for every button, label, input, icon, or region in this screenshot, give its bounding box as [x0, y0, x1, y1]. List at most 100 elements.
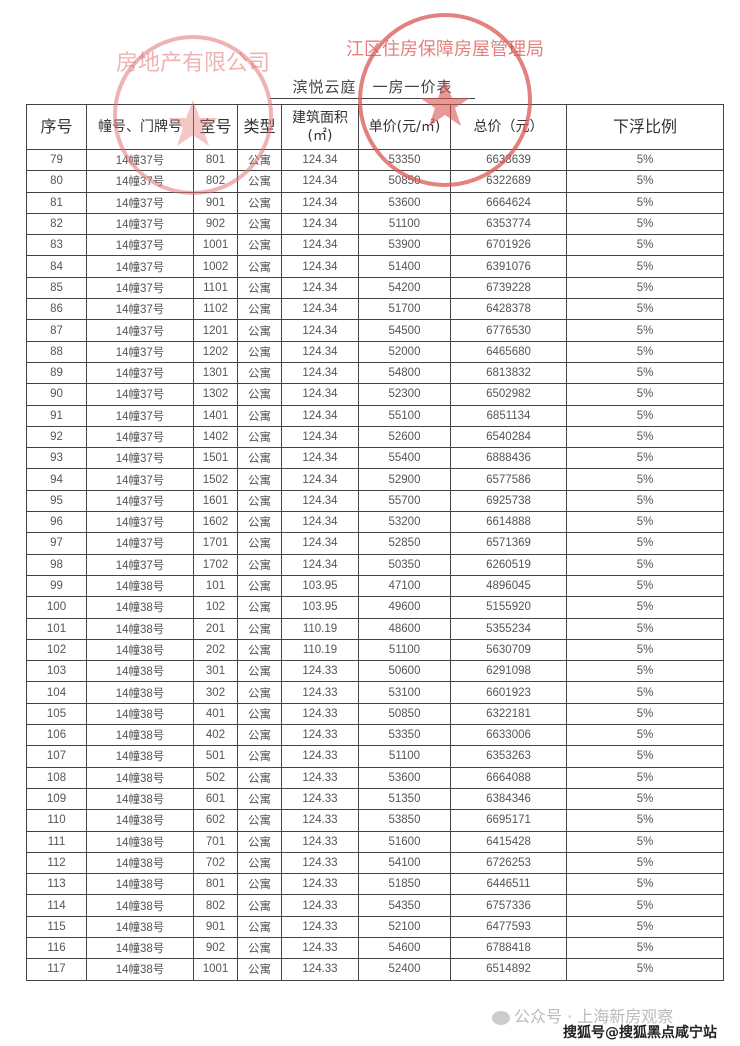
cell-area: 124.34: [281, 170, 359, 193]
cell-discount: 5%: [566, 489, 724, 513]
cell-seq: 79: [26, 148, 87, 172]
cell-unit-price: 52300: [358, 383, 451, 406]
cell-total-price: 5155920: [450, 596, 567, 619]
sohu-watermark: 搜狐号@搜狐黑点咸宁站: [563, 1025, 717, 1041]
cell-building: 14幢38号: [86, 617, 194, 640]
table-row: 86 14幢37号 1102 公寓 124.34 51700 6428378 5%: [26, 298, 724, 321]
cell-discount: 5%: [566, 638, 724, 662]
cell-discount: 5%: [566, 553, 724, 576]
cell-type: 公寓: [237, 468, 282, 491]
cell-unit-price: 51400: [358, 255, 451, 278]
cell-type: 公寓: [237, 170, 282, 193]
wechat-watermark: 公众号 · 上海新房观察: [492, 1003, 673, 1027]
cell-building: 14幢37号: [86, 553, 194, 576]
cell-seq: 99: [26, 574, 87, 598]
cell-seq: 91: [26, 404, 87, 427]
cell-room: 101: [193, 574, 238, 598]
cell-building: 14幢37号: [86, 340, 194, 363]
cell-room: 1502: [193, 468, 238, 491]
cell-total-price: 6428378: [450, 298, 567, 321]
cell-room: 1401: [193, 404, 238, 427]
cell-discount: 5%: [566, 873, 724, 896]
table-row: 109 14幢38号 601 公寓 124.33 51350 6384346 5%: [26, 787, 724, 811]
cell-room: 402: [193, 724, 238, 747]
table-row: 111 14幢38号 701 公寓 124.33 51600 6415428 5%: [26, 830, 724, 853]
table-row: 113 14幢38号 801 公寓 124.33 51850 6446511 5%: [26, 873, 724, 896]
cell-total-price: 6888436: [450, 447, 567, 470]
cell-type: 公寓: [237, 191, 282, 214]
cell-seq: 94: [26, 468, 87, 491]
cell-room: 202: [193, 638, 238, 662]
header-unit-price: 单价(元/㎡): [358, 104, 451, 150]
cell-discount: 5%: [566, 958, 724, 981]
cell-total-price: 6291098: [450, 660, 567, 683]
cell-type: 公寓: [237, 404, 282, 427]
cell-seq: 104: [26, 681, 87, 704]
cell-total-price: 6633006: [450, 724, 567, 747]
cell-type: 公寓: [237, 532, 282, 555]
cell-seq: 82: [26, 212, 87, 236]
cell-unit-price: 50850: [358, 170, 451, 193]
table-row: 117 14幢38号 1001 公寓 124.33 52400 6514892 5%: [26, 958, 724, 981]
cell-seq: 88: [26, 340, 87, 363]
cell-room: 1001: [193, 234, 238, 257]
table-row: 82 14幢37号 902 公寓 124.34 51100 6353774 5%: [26, 212, 724, 236]
cell-area: 124.33: [281, 851, 359, 875]
cell-unit-price: 52400: [358, 958, 451, 981]
cell-building: 14幢38号: [86, 638, 194, 662]
cell-discount: 5%: [566, 404, 724, 427]
cell-total-price: 6739228: [450, 276, 567, 300]
cell-area: 124.33: [281, 936, 359, 960]
cell-area: 124.33: [281, 809, 359, 832]
cell-discount: 5%: [566, 936, 724, 960]
cell-room: 201: [193, 617, 238, 640]
header-area: 建筑面积(㎡): [281, 104, 359, 150]
cell-building: 14幢37号: [86, 234, 194, 257]
cell-type: 公寓: [237, 383, 282, 406]
cell-discount: 5%: [566, 319, 724, 342]
cell-discount: 5%: [566, 745, 724, 768]
cell-discount: 5%: [566, 447, 724, 470]
cell-total-price: 6353774: [450, 212, 567, 236]
cell-area: 124.34: [281, 191, 359, 214]
cell-unit-price: 54100: [358, 851, 451, 875]
cell-unit-price: 51350: [358, 787, 451, 811]
cell-area: 124.33: [281, 766, 359, 789]
cell-building: 14幢38号: [86, 574, 194, 598]
cell-area: 124.34: [281, 553, 359, 576]
cell-building: 14幢37号: [86, 170, 194, 193]
cell-discount: 5%: [566, 425, 724, 449]
table-row: 91 14幢37号 1401 公寓 124.34 55100 6851134 5%: [26, 404, 724, 427]
cell-total-price: 6757336: [450, 894, 567, 917]
cell-room: 401: [193, 702, 238, 726]
cell-unit-price: 50600: [358, 660, 451, 683]
cell-room: 502: [193, 766, 238, 789]
seal-left-text: 房地产有限公司: [116, 51, 270, 76]
cell-type: 公寓: [237, 425, 282, 449]
price-table: 序号 幢号、门牌号 室号 类型 建筑面积(㎡) 单价(元/㎡) 总价（元） 下浮…: [26, 104, 724, 981]
cell-room: 702: [193, 851, 238, 875]
cell-room: 1102: [193, 298, 238, 321]
cell-total-price: 6540284: [450, 425, 567, 449]
cell-type: 公寓: [237, 766, 282, 789]
table-row: 98 14幢37号 1702 公寓 124.34 50350 6260519 5%: [26, 553, 724, 576]
cell-type: 公寓: [237, 638, 282, 662]
cell-type: 公寓: [237, 915, 282, 938]
cell-seq: 106: [26, 724, 87, 747]
cell-building: 14幢37号: [86, 489, 194, 513]
cell-type: 公寓: [237, 255, 282, 278]
table-row: 103 14幢38号 301 公寓 124.33 50600 6291098 5%: [26, 660, 724, 683]
cell-area: 124.33: [281, 787, 359, 811]
table-row: 95 14幢37号 1601 公寓 124.34 55700 6925738 5%: [26, 489, 724, 513]
cell-room: 1202: [193, 340, 238, 363]
cell-unit-price: 52900: [358, 468, 451, 491]
cell-unit-price: 53600: [358, 191, 451, 214]
cell-discount: 5%: [566, 787, 724, 811]
cell-unit-price: 53100: [358, 681, 451, 704]
cell-room: 901: [193, 915, 238, 938]
cell-unit-price: 53200: [358, 511, 451, 534]
cell-type: 公寓: [237, 702, 282, 726]
cell-building: 14幢37号: [86, 319, 194, 342]
cell-seq: 95: [26, 489, 87, 513]
cell-type: 公寓: [237, 894, 282, 917]
